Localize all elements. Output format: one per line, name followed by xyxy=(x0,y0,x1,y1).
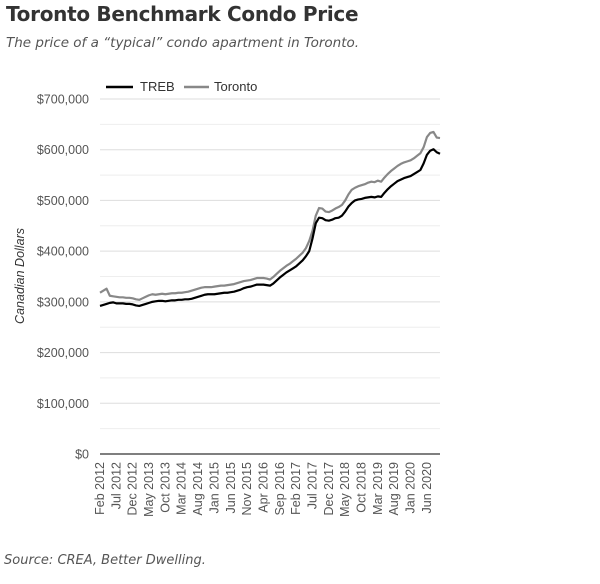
y-axis-title: Canadian Dollars xyxy=(13,228,27,324)
y-tick-label: $600,000 xyxy=(37,143,89,157)
y-tick-label: $200,000 xyxy=(37,346,89,360)
x-tick-label: Feb 2012 xyxy=(93,462,107,515)
x-tick-label: Jul 2012 xyxy=(109,462,123,509)
x-tick-label: Apr 2016 xyxy=(256,462,270,513)
x-tick-label: Jun 2015 xyxy=(224,462,238,513)
legend-label-treb: TREB xyxy=(140,79,175,94)
x-tick-label: Oct 2018 xyxy=(355,462,369,513)
y-tick-label: $100,000 xyxy=(37,397,89,411)
series-lines xyxy=(99,130,441,308)
x-tick-label: May 2013 xyxy=(142,462,156,517)
legend: TREB Toronto xyxy=(106,79,257,94)
x-tick-label: Sep 2016 xyxy=(273,462,287,516)
x-tick-label: Dec 2017 xyxy=(322,462,336,516)
x-tick-label: Mar 2014 xyxy=(175,462,189,515)
x-tick-label: Jun 2020 xyxy=(420,462,434,513)
x-tick-label: May 2018 xyxy=(338,462,352,517)
x-tick-label: Aug 2019 xyxy=(387,462,401,516)
x-tick-label: Jul 2017 xyxy=(306,462,320,509)
x-tick-label: Feb 2017 xyxy=(289,462,303,515)
y-tick-label: $700,000 xyxy=(37,93,89,107)
series-line-toronto xyxy=(99,130,441,301)
x-tick-label: Aug 2014 xyxy=(191,462,205,516)
x-tick-label: Jan 2020 xyxy=(404,462,418,513)
x-tick-label: Oct 2013 xyxy=(158,462,172,513)
x-tick-label: Dec 2012 xyxy=(126,462,140,516)
source-note: Source: CREA, Better Dwelling. xyxy=(4,553,206,568)
x-axis-ticks: Feb 2012 Jul 2012 Dec 2012 May 2013 Oct 2013… xyxy=(93,462,434,517)
chart-title: Toronto Benchmark Condo Price xyxy=(6,2,359,26)
y-tick-label: $300,000 xyxy=(37,295,89,309)
x-tick-label: Mar 2019 xyxy=(371,462,385,515)
series-line-treb xyxy=(99,148,441,308)
y-tick-label: $400,000 xyxy=(37,245,89,259)
legend-label-toronto: Toronto xyxy=(214,79,257,94)
y-axis-ticks: $0 $100,000 $200,000 $300,000 $400,000 $500,0… xyxy=(37,93,89,462)
y-tick-label: $500,000 xyxy=(37,194,89,208)
chart-subtitle: The price of a “typical” condo apartment… xyxy=(6,35,360,51)
x-tick-label: Jan 2015 xyxy=(207,462,221,513)
gridlines xyxy=(100,98,440,455)
y-tick-label: $0 xyxy=(75,448,89,462)
x-tick-label: Nov 2015 xyxy=(240,462,254,516)
